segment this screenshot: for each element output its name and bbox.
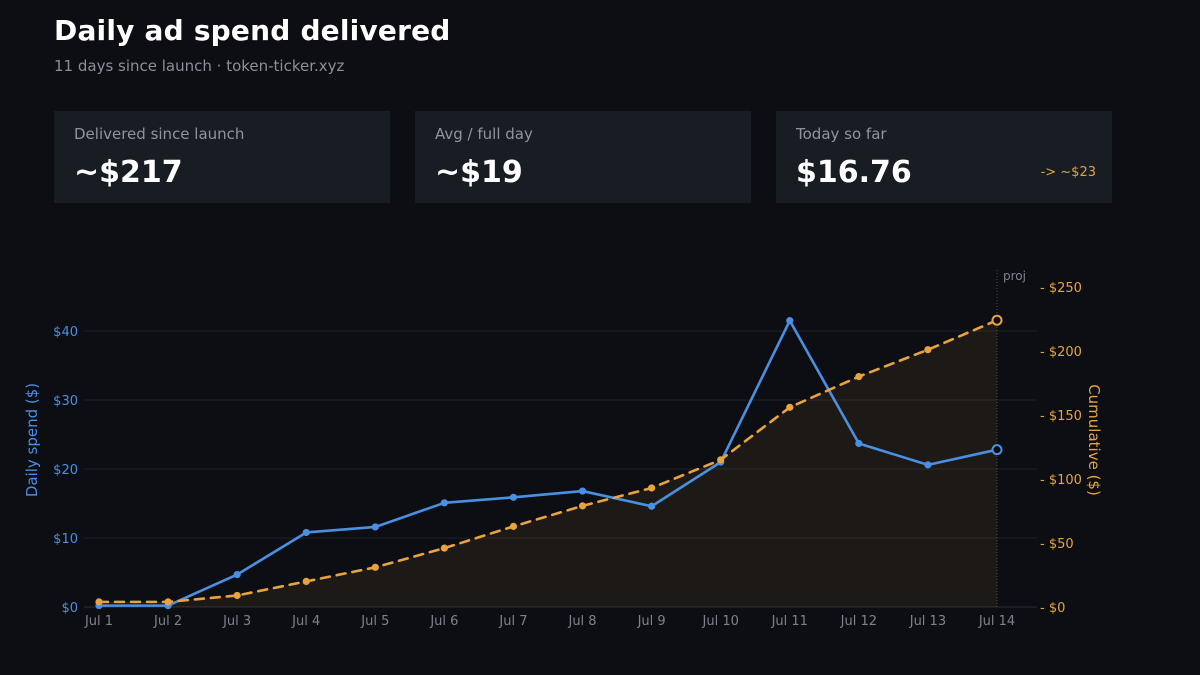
cumulative-point-projected (991, 314, 1003, 326)
today-label: Today so far (796, 125, 887, 143)
y2-tick-label: - $50 (1040, 537, 1074, 552)
x-tick-label: Jul 7 (498, 614, 527, 629)
x-tick-label: Jul 11 (771, 614, 808, 629)
daily-point (233, 570, 241, 579)
y2-tick-label: - $150 (1040, 409, 1082, 424)
delivered-label: Delivered since launch (74, 125, 245, 143)
cumulative-point (164, 598, 172, 606)
grid-layer (84, 330, 1037, 608)
y-tick-label: $30 (53, 394, 78, 409)
cumulative-point (95, 598, 103, 606)
projection-layer: proj (996, 269, 1026, 607)
today-value: $16.76 (796, 155, 912, 190)
today-card: Today so far $16.76 -> ~$23 (776, 111, 1112, 203)
area-layer (99, 320, 997, 607)
x-tick-label: Jul 4 (291, 614, 320, 629)
line-layer (97, 318, 999, 607)
daily-point (509, 493, 518, 501)
x-tick-label: Jul 12 (840, 614, 877, 629)
daily-line (97, 319, 999, 607)
y-tick-label: $20 (53, 463, 78, 478)
cumulative-point (578, 502, 587, 510)
y2-axis-title: Cumulative ($) (1085, 384, 1103, 496)
x-tick-label: Jul 1 (84, 614, 113, 629)
average-card: Avg / full day ~$19 (415, 111, 751, 203)
daily-point (578, 487, 587, 495)
cumulative-point (855, 373, 863, 381)
cumulative-point (924, 346, 932, 354)
delivered-card: Delivered since launch ~$217 (54, 111, 390, 203)
y2-tick-label: - $200 (1040, 345, 1082, 360)
y-tick-label: $10 (53, 532, 78, 547)
cumulative-point (440, 544, 448, 552)
y-tick-label: $40 (53, 325, 78, 340)
x-tick-label: Jul 13 (909, 614, 946, 629)
x-tick-label: Jul 5 (360, 614, 389, 629)
y-tick-label: $0 (61, 601, 78, 616)
x-tick-label: Jul 8 (567, 614, 596, 629)
page-subtitle: 11 days since launch · token-ticker.xyz (54, 57, 345, 75)
delivered-value: ~$217 (74, 155, 183, 190)
daily-point (648, 502, 656, 510)
cumulative-point (302, 577, 310, 586)
y2-tick-label: - $0 (1040, 601, 1065, 616)
today-projection-note: -> ~$23 (1040, 165, 1096, 180)
daily-point (371, 523, 379, 531)
projection-label: proj (1003, 269, 1026, 283)
daily-point (786, 317, 794, 325)
daily-point (440, 499, 448, 507)
x-tick-label: Jul 10 (702, 614, 739, 629)
page-title: Daily ad spend delivered (54, 14, 451, 47)
y2-tick-label: - $100 (1040, 473, 1082, 488)
cumulative-point (371, 563, 379, 571)
cumulative-point (233, 591, 241, 600)
average-value: ~$19 (435, 155, 523, 190)
cumulative-point (786, 403, 794, 411)
y-axis-title: Daily spend ($) (23, 383, 41, 497)
cumulative-point (717, 456, 725, 464)
x-tick-label: Jul 14 (978, 614, 1015, 629)
x-tick-label: Jul 3 (222, 614, 251, 629)
daily-point (924, 461, 932, 469)
x-tick-label: Jul 6 (429, 614, 458, 629)
daily-point (855, 439, 863, 448)
cumulative-line (97, 318, 999, 604)
axis-layer: $0 $10 $20 $30 $40 - $0 - $50 - $100 - $150 - $20… (23, 281, 1103, 629)
daily-point (302, 528, 310, 537)
x-tick-label: Jul 9 (637, 614, 666, 629)
y2-tick-label: - $250 (1040, 281, 1082, 296)
cumulative-point (509, 522, 518, 530)
average-label: Avg / full day (435, 125, 533, 143)
cumulative-area (99, 320, 997, 607)
point-layer (95, 314, 1003, 610)
x-tick-label: Jul 2 (153, 614, 182, 629)
cumulative-point (648, 484, 656, 492)
daily-point-projected (991, 444, 1003, 456)
